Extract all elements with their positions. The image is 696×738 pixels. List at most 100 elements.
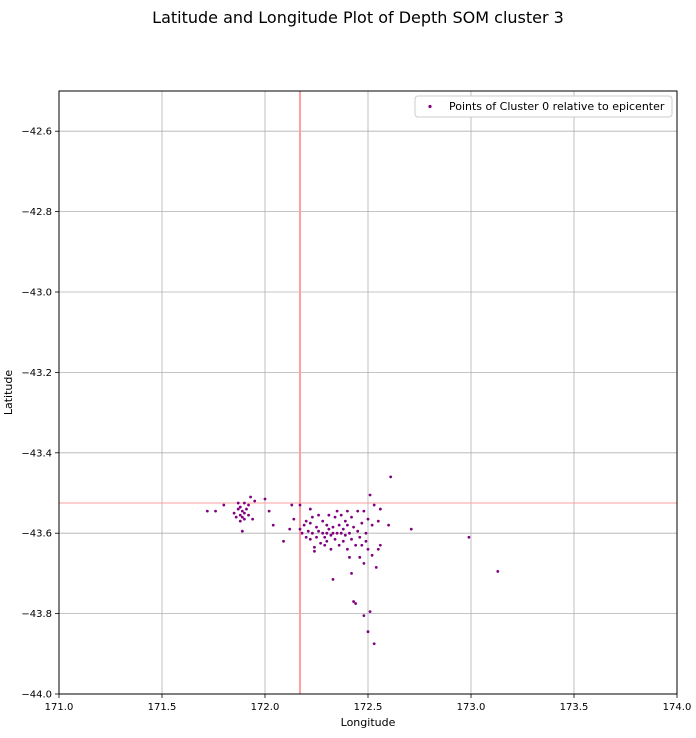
data-point — [236, 501, 240, 505]
y-tick-label: −43.2 — [21, 368, 52, 379]
y-tick-label: −43.6 — [21, 529, 52, 540]
data-point — [325, 539, 329, 543]
data-point — [319, 541, 323, 545]
data-point — [292, 517, 296, 521]
data-point — [267, 509, 271, 513]
data-point — [339, 531, 343, 535]
data-point — [317, 529, 320, 533]
data-point — [304, 535, 308, 539]
y-tick-label: −43.4 — [21, 448, 52, 459]
data-point — [331, 525, 335, 529]
data-point — [313, 545, 316, 549]
data-point — [364, 539, 368, 543]
data-point — [350, 515, 353, 519]
data-point — [339, 513, 343, 517]
x-tick-label: 174.0 — [663, 702, 692, 713]
data-point — [308, 507, 312, 511]
data-point — [372, 642, 376, 646]
data-point — [214, 509, 217, 513]
data-point — [263, 497, 267, 501]
y-axis-label: Latitude — [2, 370, 15, 416]
legend-marker — [428, 104, 432, 109]
data-point — [329, 547, 333, 551]
data-point — [251, 517, 255, 521]
data-point — [327, 513, 331, 517]
data-point — [310, 515, 314, 519]
data-point — [362, 614, 366, 618]
data-point — [313, 549, 316, 553]
data-point — [360, 543, 364, 547]
data-point — [271, 523, 275, 527]
data-point — [348, 531, 351, 535]
data-point — [288, 527, 292, 531]
data-point — [290, 503, 294, 507]
data-point — [243, 517, 246, 521]
data-point — [341, 527, 345, 531]
x-tick-label: 171.0 — [45, 702, 74, 713]
x-axis-label: Longitude — [341, 716, 396, 729]
data-point — [315, 525, 318, 529]
data-point — [370, 553, 374, 557]
data-point — [298, 503, 302, 507]
data-point — [329, 533, 333, 537]
data-point — [341, 539, 345, 543]
data-point — [298, 527, 302, 531]
data-point — [389, 475, 393, 479]
data-point — [372, 503, 376, 507]
x-tick-label: 171.5 — [148, 702, 177, 713]
data-point — [315, 535, 318, 539]
data-point — [240, 529, 244, 533]
data-point — [378, 507, 382, 511]
data-point — [370, 523, 374, 527]
data-point — [352, 600, 355, 603]
data-point — [321, 531, 325, 535]
data-point — [348, 555, 351, 559]
data-point — [236, 507, 240, 511]
data-point — [331, 531, 335, 535]
x-tick-label: 172.0 — [251, 702, 280, 713]
y-tick-label: −43.8 — [21, 609, 52, 620]
data-point — [331, 578, 335, 581]
data-point — [362, 509, 366, 513]
data-point — [346, 523, 349, 527]
data-point — [358, 535, 362, 539]
data-point — [356, 509, 360, 513]
data-point — [364, 531, 368, 535]
data-point — [343, 519, 347, 523]
x-tick-label: 172.5 — [354, 702, 383, 713]
data-point — [323, 543, 327, 547]
data-point — [387, 523, 390, 527]
data-point — [366, 630, 370, 634]
data-point — [350, 572, 353, 575]
data-point — [245, 507, 248, 511]
data-point — [317, 513, 320, 517]
data-point — [335, 531, 339, 535]
data-point — [337, 523, 341, 527]
y-tick-label: −44.0 — [21, 690, 52, 701]
data-point — [376, 519, 380, 523]
chart-title: Latitude and Longitude Plot of Depth SOM… — [152, 8, 564, 27]
y-axis-ticks: −42.6 −42.8 −43.0 −43.2 −43.4 −43.6 −43.8 −44.0 — [21, 127, 59, 701]
data-point — [222, 503, 226, 507]
data-point — [356, 529, 360, 533]
data-point — [238, 505, 242, 509]
data-point — [354, 543, 358, 547]
data-point — [333, 537, 337, 541]
legend-label: Points of Cluster 0 relative to epicente… — [449, 100, 665, 113]
data-point — [247, 503, 250, 507]
data-point — [234, 515, 238, 519]
data-point — [335, 509, 339, 513]
data-point — [352, 525, 355, 529]
data-point — [238, 513, 242, 517]
data-point — [366, 517, 370, 521]
data-point — [337, 543, 341, 547]
data-point — [366, 547, 370, 551]
data-point — [321, 519, 325, 523]
data-point — [302, 523, 306, 527]
data-point — [310, 531, 314, 535]
data-point — [409, 527, 413, 531]
data-point — [323, 535, 327, 539]
data-point — [238, 519, 242, 523]
data-point — [306, 529, 310, 533]
